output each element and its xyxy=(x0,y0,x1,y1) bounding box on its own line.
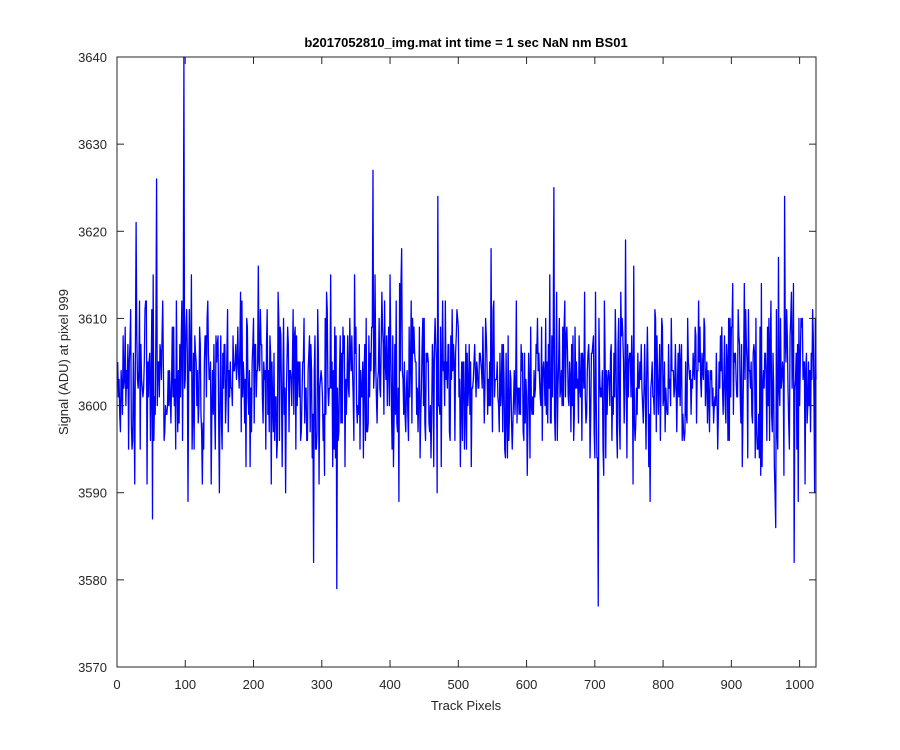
chart-title: b2017052810_img.mat int time = 1 sec NaN… xyxy=(304,35,627,50)
y-tick-label: 3590 xyxy=(78,486,107,501)
ticks-group: 0 100 200 300 400 500 600 700 800 900 1000 3570 3580… xyxy=(78,50,816,692)
x-tick-label: 0 xyxy=(113,677,120,692)
y-tick-label: 3630 xyxy=(78,137,107,152)
y-tick-label: 3580 xyxy=(78,573,107,588)
x-tick-label: 100 xyxy=(174,677,196,692)
y-tick-label: 3570 xyxy=(78,660,107,675)
x-tick-label: 600 xyxy=(516,677,538,692)
x-tick-label: 400 xyxy=(379,677,401,692)
y-tick-label: 3600 xyxy=(78,399,107,414)
y-tick-label: 3610 xyxy=(78,311,107,326)
y-tick-label: 3640 xyxy=(78,50,107,65)
x-tick-label: 900 xyxy=(721,677,743,692)
y-tick-label: 3620 xyxy=(78,224,107,239)
x-tick-label: 800 xyxy=(652,677,674,692)
x-tick-label: 500 xyxy=(447,677,469,692)
x-tick-label: 300 xyxy=(311,677,333,692)
series-group xyxy=(117,56,817,607)
x-tick-label: 200 xyxy=(243,677,265,692)
x-tick-label: 700 xyxy=(584,677,606,692)
x-tick-label: 1000 xyxy=(785,677,814,692)
y-axis-label: Signal (ADU) at pixel 999 xyxy=(56,289,71,435)
series-line xyxy=(117,56,817,607)
x-axis-label: Track Pixels xyxy=(431,698,502,713)
